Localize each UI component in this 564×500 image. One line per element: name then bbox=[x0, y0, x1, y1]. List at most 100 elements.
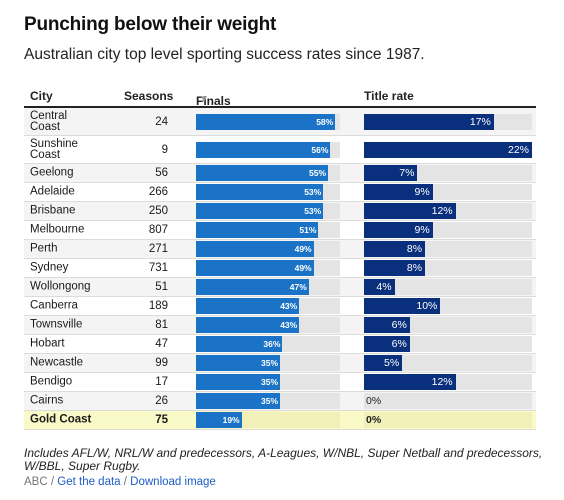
city-name: Melbourne bbox=[30, 224, 110, 236]
title-rate-bar bbox=[364, 165, 418, 181]
table-row: Geelong 56 55% 7% bbox=[24, 164, 536, 183]
title-rate-label: 17% bbox=[469, 115, 491, 128]
city-name: Gold Coast bbox=[30, 414, 110, 426]
seasons-value: 99 bbox=[155, 357, 168, 369]
title-rate-track: 8% bbox=[364, 260, 532, 276]
finals-rate-track: 47% bbox=[196, 279, 340, 295]
sort-down-icon: ▼ bbox=[199, 94, 209, 105]
title-rate-bar bbox=[364, 279, 395, 295]
finals-rate-track: 19% bbox=[196, 412, 340, 428]
title-rate-track: 17% bbox=[364, 113, 532, 130]
finals-rate-bar bbox=[196, 222, 319, 238]
table-row: Gold Coast 75 19% 0% bbox=[24, 411, 536, 430]
seasons-value: 81 bbox=[155, 319, 168, 331]
finals-rate-track: 43% bbox=[196, 298, 340, 314]
table-row: Central Coast 24 58% 17% bbox=[24, 108, 536, 136]
seasons-value: 250 bbox=[148, 205, 168, 217]
chart-subtitle: Australian city top level sporting succe… bbox=[24, 46, 425, 63]
table-row: Cairns 26 35% 0% bbox=[24, 392, 536, 411]
finals-rate-label: 43% bbox=[280, 301, 298, 311]
finals-rate-track: 51% bbox=[196, 222, 340, 238]
title-rate-track: 10% bbox=[364, 298, 532, 314]
finals-rate-track: 43% bbox=[196, 317, 340, 333]
title-rate-bar bbox=[364, 241, 426, 257]
finals-rate-label: 43% bbox=[280, 320, 298, 330]
title-rate-label: 6% bbox=[391, 338, 407, 350]
city-name-line: Coast bbox=[30, 148, 61, 161]
column-header-title-rate[interactable]: Title rate bbox=[364, 89, 414, 103]
finals-rate-track: 36% bbox=[196, 336, 340, 352]
seasons-value: 271 bbox=[148, 243, 168, 255]
city-name-line: Adelaide bbox=[30, 185, 75, 198]
title-rate-track: 4% bbox=[364, 279, 532, 295]
title-rate-bar bbox=[364, 141, 532, 158]
city-name: Hobart bbox=[30, 337, 110, 350]
title-rate-label: 10% bbox=[416, 300, 438, 312]
finals-rate-label: 35% bbox=[260, 377, 278, 387]
seasons-value: 47 bbox=[155, 338, 168, 350]
finals-rate-label: 51% bbox=[299, 225, 317, 235]
city-name-line: Sunshine bbox=[30, 137, 78, 150]
data-table: City Seasons Finals rate▼ Title rate Cen… bbox=[24, 84, 536, 430]
finals-rate-bar bbox=[196, 241, 314, 257]
title-rate-bar bbox=[364, 222, 433, 238]
finals-rate-track: 56% bbox=[196, 141, 340, 158]
finals-rate-track: 53% bbox=[196, 184, 340, 200]
city-name-line: Sydney bbox=[30, 261, 69, 274]
city-name-line: Brisbane bbox=[30, 204, 76, 217]
city-name-line: Central bbox=[30, 109, 68, 122]
finals-rate-bar bbox=[196, 165, 328, 181]
column-header-seasons[interactable]: Seasons bbox=[124, 89, 174, 103]
finals-rate-label: 49% bbox=[294, 244, 312, 254]
separator: / bbox=[50, 476, 55, 488]
get-data-link[interactable]: Get the data bbox=[57, 476, 121, 488]
seasons-value: 24 bbox=[155, 115, 168, 128]
city-name-line: Perth bbox=[30, 242, 58, 255]
title-rate-label: 8% bbox=[406, 243, 423, 255]
title-rate-track: 8% bbox=[364, 241, 532, 257]
finals-rate-label: 58% bbox=[316, 116, 334, 127]
finals-rate-label: 36% bbox=[263, 339, 281, 349]
finals-rate-bar bbox=[196, 393, 280, 409]
table-row: Brisbane 250 53% 12% bbox=[24, 202, 536, 221]
title-rate-track: 12% bbox=[364, 203, 532, 219]
city-name-line: Bendigo bbox=[30, 375, 73, 388]
city-name: Canberra bbox=[30, 300, 110, 312]
title-rate-track: 12% bbox=[364, 374, 532, 390]
finals-rate-bar bbox=[196, 279, 309, 295]
finals-rate-track: 35% bbox=[196, 393, 340, 409]
title-rate-track: 0% bbox=[364, 393, 532, 409]
finals-rate-track: 35% bbox=[196, 355, 340, 371]
download-image-link[interactable]: Download image bbox=[130, 476, 216, 488]
seasons-value: 266 bbox=[148, 186, 168, 198]
finals-rate-track: 58% bbox=[196, 113, 340, 130]
table-row: Canberra 189 43% 10% bbox=[24, 297, 536, 316]
title-rate-label: 12% bbox=[431, 205, 453, 217]
table-row: Melbourne 807 51% 9% bbox=[24, 221, 536, 240]
chart-title: Punching below their weight bbox=[24, 14, 277, 35]
city-name-line: Hobart bbox=[30, 337, 65, 350]
seasons-value: 9 bbox=[161, 143, 168, 156]
city-name: Adelaide bbox=[30, 185, 110, 198]
finals-rate-bar bbox=[196, 113, 336, 130]
finals-rate-track: 49% bbox=[196, 260, 340, 276]
table-row: Newcastle 99 35% 5% bbox=[24, 354, 536, 373]
title-rate-label: 12% bbox=[431, 376, 453, 388]
finals-rate-bar bbox=[196, 141, 331, 158]
city-name-line: Newcastle bbox=[30, 356, 84, 369]
finals-rate-label: 35% bbox=[260, 358, 278, 368]
city-name-line: Cairns bbox=[30, 394, 64, 407]
finals-rate-label: 49% bbox=[294, 263, 312, 273]
table-row: Wollongong 51 47% 4% bbox=[24, 278, 536, 297]
finals-rate-track: 49% bbox=[196, 241, 340, 257]
city-name: Cairns bbox=[30, 394, 110, 407]
title-rate-label: 4% bbox=[376, 281, 392, 293]
city-name: Townsville bbox=[30, 319, 110, 331]
column-header-city[interactable]: City bbox=[30, 89, 53, 103]
title-rate-track: 9% bbox=[364, 222, 532, 238]
seasons-value: 731 bbox=[148, 262, 168, 274]
table-row: Bendigo 17 35% 12% bbox=[24, 373, 536, 392]
title-rate-bar bbox=[364, 317, 410, 333]
title-rate-label: 7% bbox=[399, 167, 415, 179]
title-rate-track: 0% bbox=[364, 412, 532, 428]
